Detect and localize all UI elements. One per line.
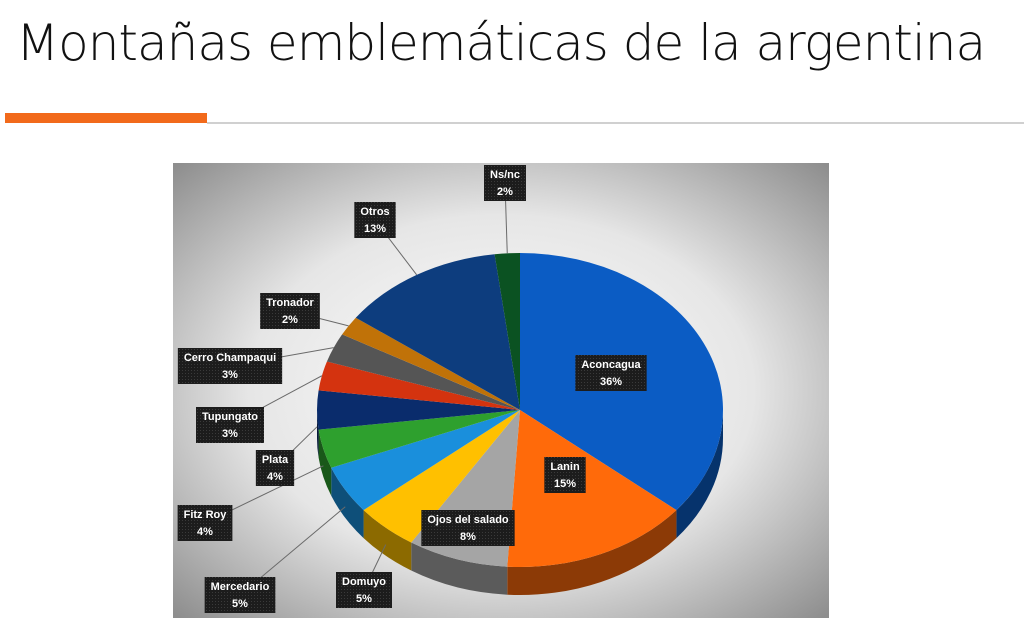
slice — [326, 334, 520, 410]
slice — [494, 253, 520, 410]
label-box — [421, 510, 515, 546]
data-label: Cerro Champaqui 3% — [177, 348, 283, 384]
slice — [317, 390, 520, 430]
data-label: Ns/nc 2% — [484, 165, 526, 201]
category-label: Otros — [360, 206, 389, 218]
value-label: 15% — [554, 478, 576, 490]
chart: Aconcagua 36% Lanin 15% Ojos del salado 8% Dom… — [173, 163, 829, 618]
label-box — [177, 505, 233, 541]
value-label: 2% — [282, 314, 298, 326]
value-label: 8% — [460, 531, 476, 543]
label-box — [255, 450, 295, 486]
category-label: Domuyo — [342, 576, 386, 588]
label-box — [484, 165, 526, 201]
label-box — [260, 293, 320, 329]
category-label: Tupungato — [202, 411, 258, 423]
category-label: Ns/nc — [490, 169, 520, 181]
slice-side — [317, 410, 319, 458]
slice — [507, 410, 677, 567]
category-label: Cerro Champaqui — [184, 352, 276, 364]
value-label: 36% — [600, 376, 622, 388]
value-label: 3% — [222, 369, 238, 381]
slice — [318, 410, 520, 468]
slice-side — [363, 510, 412, 571]
label-box — [204, 577, 276, 613]
slice — [318, 361, 520, 410]
data-label: Plata 4% — [255, 450, 295, 486]
category-label: Ojos del salado — [427, 514, 509, 526]
divider — [207, 122, 1024, 124]
category-label: Mercedario — [211, 581, 270, 593]
data-label: Ojos del salado 8% — [421, 510, 515, 546]
label-box — [354, 202, 396, 238]
data-label: Domuyo 5% — [336, 572, 392, 608]
value-label: 2% — [497, 186, 513, 198]
slice — [355, 254, 520, 410]
value-label: 3% — [222, 428, 238, 440]
category-label: Fitz Roy — [184, 509, 228, 521]
data-label: Fitz Roy 4% — [177, 505, 233, 541]
slice-side — [676, 410, 723, 539]
value-label: 13% — [364, 223, 386, 235]
category-label: Plata — [262, 454, 289, 466]
label-box — [544, 457, 586, 493]
data-label: Tupungato 3% — [196, 407, 264, 443]
category-label: Aconcagua — [581, 359, 641, 371]
slice — [331, 410, 520, 511]
slice — [363, 410, 520, 543]
slice-side — [411, 542, 508, 595]
data-label: Lanin 15% — [544, 457, 586, 493]
label-box — [196, 407, 264, 443]
accent-bar — [5, 113, 207, 123]
slice-side — [318, 429, 332, 496]
category-label: Tronador — [266, 297, 314, 309]
value-label: 4% — [267, 471, 283, 483]
label-box — [336, 572, 392, 608]
value-label: 5% — [232, 598, 248, 610]
value-label: 4% — [197, 526, 213, 538]
slide-title: Montañas emblemáticas de la argentina — [16, 14, 986, 72]
slice — [342, 317, 520, 410]
value-label: 5% — [356, 593, 372, 605]
label-box — [575, 355, 647, 391]
data-label: Otros 13% — [354, 202, 396, 238]
category-label: Lanin — [550, 461, 580, 473]
data-label: Tronador 2% — [260, 293, 320, 329]
slice-side — [331, 467, 364, 539]
data-label: Mercedario 5% — [204, 577, 276, 613]
label-box — [177, 348, 283, 384]
data-label: Aconcagua 36% — [575, 355, 647, 391]
slice-side — [507, 510, 677, 595]
